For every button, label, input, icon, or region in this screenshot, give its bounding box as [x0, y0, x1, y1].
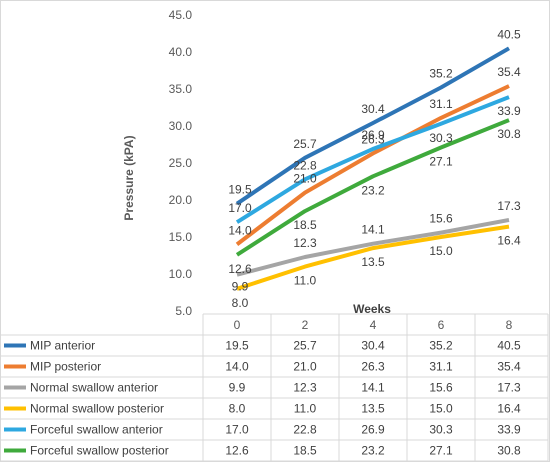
table-cell: 26.9 — [361, 423, 385, 437]
data-label: 35.2 — [429, 67, 453, 81]
table-cell: 16.4 — [497, 402, 521, 416]
table-cell: 23.2 — [361, 444, 385, 458]
data-label: 17.0 — [228, 201, 252, 215]
table-cell: 27.1 — [429, 444, 453, 458]
data-label: 22.8 — [293, 158, 317, 172]
data-label: 16.4 — [497, 234, 521, 248]
legend-label: Forceful swallow posterior — [30, 444, 169, 458]
data-label: 30.3 — [429, 131, 453, 145]
y-tick-label: 45.0 — [169, 8, 193, 22]
table-cell: 14.1 — [361, 381, 385, 395]
data-label: 35.4 — [497, 65, 521, 79]
data-label: 14.1 — [361, 223, 385, 237]
table-cell: 30.4 — [361, 339, 385, 353]
y-tick-label: 20.0 — [169, 193, 193, 207]
data-label: 25.7 — [293, 137, 317, 151]
y-tick-label: 10.0 — [169, 267, 193, 281]
data-label: 33.9 — [497, 104, 521, 118]
y-tick-label: 25.0 — [169, 156, 193, 170]
y-axis-title: Pressure (kPA) — [122, 135, 136, 220]
data-label: 13.5 — [361, 255, 385, 269]
series-line-5 — [235, 118, 510, 257]
data-label: 27.1 — [429, 155, 453, 169]
table-cell: 14.0 — [225, 360, 249, 374]
y-tick-label: 40.0 — [169, 45, 193, 59]
table-cell: 21.0 — [293, 360, 317, 374]
table-cell: 17.0 — [225, 423, 249, 437]
table-cell: 15.0 — [429, 402, 453, 416]
table-cell: 13.5 — [361, 402, 385, 416]
data-label: 18.5 — [293, 218, 317, 232]
legend-label: MIP posterior — [30, 360, 101, 374]
data-label: 26.3 — [361, 132, 385, 146]
table-cell: 30.3 — [429, 423, 453, 437]
legend-label: MIP anterior — [30, 339, 95, 353]
data-label: 14.0 — [228, 223, 252, 237]
table-cell: 9.9 — [229, 381, 246, 395]
table-cell: 18.5 — [293, 444, 317, 458]
table-cell: 11.0 — [294, 402, 317, 416]
table-cell: 8.0 — [229, 402, 246, 416]
x-tick-label: 2 — [302, 318, 309, 332]
data-label: 12.6 — [228, 262, 252, 276]
legend-label: Normal swallow posterior — [30, 402, 164, 416]
data-label: 11.0 — [294, 274, 317, 288]
table-cell: 25.7 — [293, 339, 317, 353]
data-label: 9.9 — [232, 280, 249, 294]
table-cell: 12.3 — [293, 381, 317, 395]
data-label: 12.3 — [293, 236, 317, 250]
data-label: 17.3 — [497, 199, 521, 213]
data-label: 40.5 — [497, 27, 521, 41]
series-line-1 — [235, 84, 510, 246]
series-line-2 — [236, 218, 510, 277]
series-line-3 — [236, 224, 510, 291]
x-tick-label: 4 — [370, 318, 377, 332]
data-label: 21.0 — [293, 172, 317, 186]
table-cell: 35.2 — [429, 339, 453, 353]
table-cell: 33.9 — [497, 423, 521, 437]
data-label: 15.0 — [429, 244, 453, 258]
table-cell: 17.3 — [497, 381, 521, 395]
x-axis-title: Weeks — [353, 302, 391, 316]
legend-label: Normal swallow anterior — [30, 381, 158, 395]
y-tick-label: 30.0 — [169, 119, 193, 133]
table-cell: 15.6 — [429, 381, 453, 395]
table-cell: 35.4 — [497, 360, 521, 374]
y-tick-label: 15.0 — [169, 230, 193, 244]
data-label: 30.8 — [497, 127, 521, 141]
series-line-4 — [235, 95, 510, 224]
table-cell: 40.5 — [497, 339, 521, 353]
data-label: 8.0 — [232, 296, 249, 310]
data-label: 26.9 — [361, 128, 385, 142]
table-cell: 26.3 — [361, 360, 385, 374]
data-label: 19.5 — [228, 183, 252, 197]
data-label: 15.6 — [429, 212, 453, 226]
data-label: 23.2 — [361, 183, 385, 197]
table-cell: 31.1 — [429, 360, 453, 374]
table-cell: 30.8 — [497, 444, 521, 458]
table-cell: 19.5 — [225, 339, 249, 353]
legend-label: Forceful swallow anterior — [30, 423, 163, 437]
y-tick-label: 5.0 — [175, 304, 192, 318]
y-tick-label: 35.0 — [169, 82, 193, 96]
data-label: 31.1 — [429, 97, 453, 111]
series-line-0 — [235, 46, 510, 206]
table-cell: 22.8 — [293, 423, 317, 437]
x-tick-label: 0 — [234, 318, 241, 332]
x-tick-label: 8 — [506, 318, 513, 332]
x-tick-label: 6 — [438, 318, 445, 332]
data-label: 30.4 — [361, 102, 385, 116]
table-cell: 12.6 — [225, 444, 249, 458]
